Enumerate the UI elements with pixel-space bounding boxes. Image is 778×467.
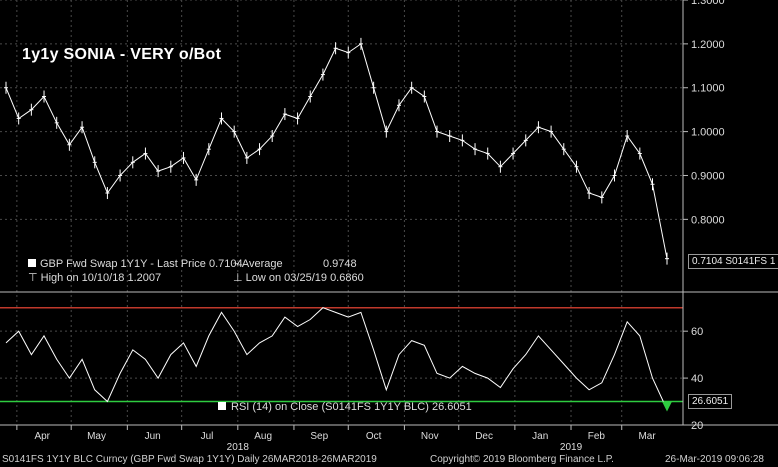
legend-low-value: 0.6860	[330, 272, 364, 284]
legend-high-label: High on 10/10/18	[40, 272, 125, 284]
rsi-last-marker	[662, 401, 672, 412]
legend-last-price: 0.7104	[208, 258, 243, 270]
rsi-y-tick-label: 40	[691, 373, 703, 385]
footer: S0141FS 1Y1Y BLC Curncy (GBP Fwd Swap 1Y…	[0, 452, 778, 467]
x-tick-label: Dec	[475, 431, 493, 442]
rsi-legend-text: RSI (14) on Close (S0141FS 1Y1Y BLC) 26.…	[231, 401, 472, 413]
x-tick-label: Nov	[421, 431, 439, 442]
x-tick-label: Jun	[145, 431, 161, 442]
axes: 1.3000 1.2000 1.1000 1.0000 0.9000 0.8000 60 40…	[0, 0, 778, 453]
legend-series-label: GBP Fwd Swap 1Y1Y - Last Price	[40, 258, 206, 270]
price-y-tick-label: 1.1000	[691, 83, 725, 95]
x-tick-label: Apr	[34, 431, 50, 442]
x-tick-label: Jan	[532, 431, 548, 442]
chart-title: 1y1y SONIA - VERY o/Bot	[22, 46, 222, 63]
legend-low-label: Low on 03/25/19	[245, 272, 327, 284]
x-tick-label: Oct	[366, 431, 382, 442]
footer-center: Copyright© 2019 Bloomberg Finance L.P.	[430, 454, 614, 465]
x-tick-label: Mar	[638, 431, 656, 442]
legend-swatch	[28, 259, 36, 267]
legend-average-label: Average	[241, 258, 283, 270]
price-last-tag: 0.7104 S0141FS 1	[688, 254, 778, 269]
x-tick-label: Sep	[310, 431, 328, 442]
x-tick-label: Jul	[201, 431, 214, 442]
price-y-tick-label: 0.8000	[691, 214, 725, 226]
rsi-legend-swatch	[218, 402, 226, 410]
price-y-tick-label: 1.2000	[691, 39, 725, 51]
x-tick-label: Feb	[588, 431, 606, 442]
x-tick-label: Aug	[254, 431, 272, 442]
x-tick-label: May	[87, 431, 106, 442]
price-line	[5, 43, 668, 259]
year-label: 2019	[560, 442, 583, 453]
price-legend: GBP Fwd Swap 1Y1Y - Last Price 0.7104 ~ …	[28, 257, 448, 285]
rsi-line	[5, 307, 668, 410]
legend-average-value: 0.9748	[323, 258, 357, 270]
legend-high-value: 1.2007	[127, 272, 162, 284]
price-y-tick-label: 0.9000	[691, 170, 725, 182]
year-label: 2018	[227, 442, 250, 453]
price-y-tick-label: 1.0000	[691, 127, 725, 139]
rsi-series	[0, 306, 683, 412]
price-series	[4, 37, 669, 265]
rsi-last-tag: 26.6051	[688, 394, 733, 409]
rsi-y-tick-label: 60	[691, 326, 703, 338]
rsi-legend: RSI (14) on Close (S0141FS 1Y1Y BLC) 26.…	[218, 401, 472, 413]
price-y-tick-label: 1.3000	[691, 0, 725, 7]
rsi-y-tick-label: 20	[691, 420, 703, 432]
footer-right: 26-Mar-2019 09:06:28	[665, 454, 764, 465]
footer-left: S0141FS 1Y1Y BLC Curncy (GBP Fwd Swap 1Y…	[2, 454, 377, 465]
